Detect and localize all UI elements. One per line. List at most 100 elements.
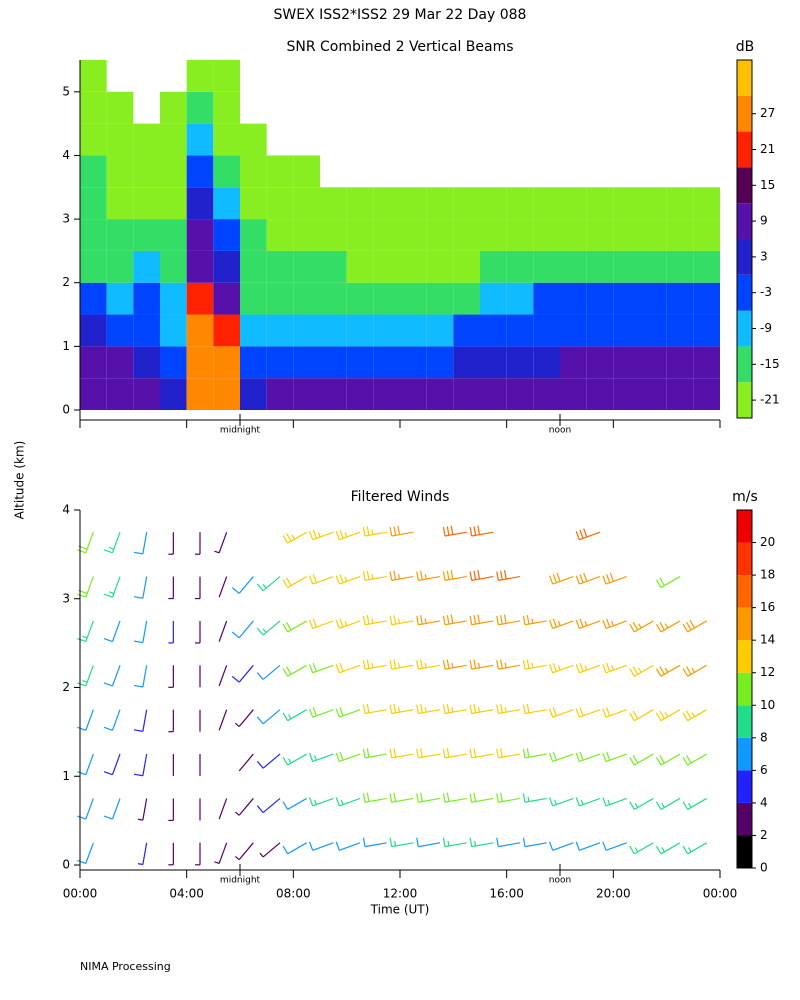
barb-stroke — [607, 799, 611, 805]
barb-stroke — [335, 708, 340, 718]
colorbar-tick-label: 27 — [760, 106, 775, 120]
barb-stroke — [133, 596, 143, 599]
wind-barb — [218, 620, 228, 642]
snr-cell — [106, 346, 134, 379]
wind-barb — [335, 618, 361, 630]
wind-barb — [496, 748, 521, 759]
wind-barb — [362, 659, 387, 670]
barb-stroke — [133, 773, 143, 777]
barb-stroke — [231, 631, 240, 639]
barb-stroke — [85, 665, 94, 687]
colorbar-band — [737, 705, 752, 738]
snr-cell — [613, 250, 640, 283]
x-tick-label: 16:00 — [489, 887, 524, 901]
barb-stroke — [309, 841, 314, 851]
colorbar-tick-label: -3 — [760, 285, 772, 299]
barb-stroke — [579, 618, 584, 628]
wind-barb — [168, 532, 174, 555]
snr-cell — [640, 314, 667, 347]
barb-stroke — [611, 620, 614, 626]
wind-barb — [575, 751, 601, 763]
snr-cell — [266, 282, 294, 315]
y-tick-label: 3 — [62, 591, 70, 605]
barb-stroke — [549, 841, 554, 851]
wind-barb — [469, 792, 494, 803]
wind-barb — [416, 748, 441, 759]
barb-stroke — [606, 574, 611, 583]
snr-cell — [400, 219, 427, 251]
barb-stroke — [238, 753, 254, 772]
barb-stroke — [526, 703, 530, 713]
snr-cell — [80, 123, 107, 156]
snr-cell — [560, 219, 587, 251]
barb-stroke — [111, 620, 121, 642]
barb-stroke — [286, 666, 292, 675]
snr-cell — [586, 219, 614, 251]
colorbar-tick-label: -15 — [760, 357, 780, 371]
snr-cell — [586, 282, 614, 315]
barb-stroke — [469, 571, 473, 581]
panel-title: Filtered Winds — [351, 489, 450, 505]
barb-stroke — [393, 615, 397, 625]
y-tick-label: 2 — [62, 680, 70, 694]
snr-cell — [506, 187, 534, 220]
barb-stroke — [339, 574, 344, 583]
barb-stroke — [259, 852, 264, 858]
wind-barb — [389, 570, 414, 581]
barb-stroke — [661, 847, 665, 853]
barb-stroke — [632, 754, 639, 764]
wind-barb — [629, 620, 654, 633]
wind-barb — [575, 841, 601, 851]
snr-cell — [160, 219, 187, 251]
barb-stroke — [549, 752, 554, 762]
snr-cell — [506, 378, 534, 410]
barb-stroke — [633, 620, 654, 633]
barb-stroke — [632, 710, 639, 720]
snr-cell — [640, 282, 667, 315]
wind-barb — [469, 659, 494, 670]
barb-stroke — [606, 751, 611, 761]
barb-stroke — [660, 842, 681, 855]
barb-stroke — [424, 618, 427, 624]
barb-stroke — [389, 748, 393, 758]
barb-stroke — [312, 707, 317, 717]
barb-stroke — [659, 621, 665, 631]
barb-stroke — [218, 842, 228, 864]
wind-barb — [335, 841, 361, 851]
barb-stroke — [526, 748, 530, 758]
wind-barb — [682, 797, 707, 810]
barb-stroke — [103, 682, 113, 687]
barb-stroke — [142, 798, 148, 821]
barb-stroke — [575, 664, 580, 674]
snr-cell — [186, 282, 214, 315]
barb-stroke — [469, 793, 473, 803]
wind-barb — [335, 574, 361, 585]
wind-barb — [655, 797, 681, 810]
snr-cell — [133, 155, 160, 188]
barb-stroke — [218, 620, 228, 642]
barb-stroke — [606, 662, 611, 672]
barb-stroke — [339, 751, 344, 761]
barb-stroke — [686, 754, 692, 764]
barb-stroke — [579, 574, 584, 583]
snr-cell — [186, 60, 214, 92]
barb-stroke — [469, 615, 473, 625]
colorbar-band — [737, 672, 752, 706]
snr-cell — [213, 250, 240, 283]
snr-cell — [240, 250, 267, 283]
wind-barb — [133, 532, 148, 555]
wind-barb — [389, 703, 414, 715]
wind-barb — [103, 709, 121, 731]
wind-barb — [214, 842, 228, 865]
colorbar-tick-label: 9 — [760, 214, 768, 228]
barb-stroke — [142, 665, 148, 688]
barb-stroke — [557, 665, 561, 671]
snr-cell — [293, 250, 320, 283]
snr-cell — [133, 378, 160, 410]
wind-barb — [416, 615, 441, 626]
wind-barb — [682, 709, 707, 722]
barb-stroke — [398, 618, 401, 624]
barb-stroke — [500, 748, 503, 758]
snr-cell — [240, 346, 267, 379]
barb-stroke — [231, 675, 240, 683]
